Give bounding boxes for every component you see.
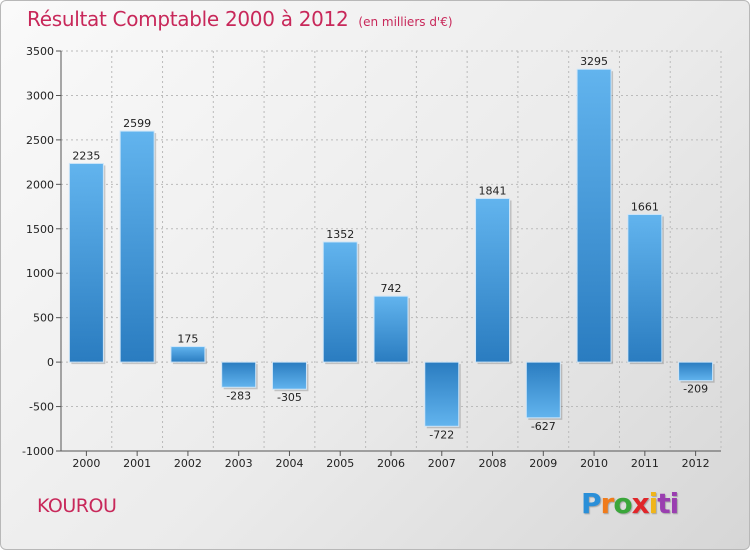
x-tick-label-2003: 2003 <box>225 457 253 470</box>
x-tick-label-2002: 2002 <box>174 457 202 470</box>
data-label-2010: 3295 <box>580 55 608 68</box>
x-tick-label-2001: 2001 <box>123 457 151 470</box>
bar-2011 <box>627 213 663 363</box>
y-tick-label: 3000 <box>26 89 54 102</box>
x-tick-label-2011: 2011 <box>631 457 659 470</box>
data-label-2003: -283 <box>226 389 251 402</box>
y-tick-label: 500 <box>33 312 54 325</box>
data-label-2008: 1841 <box>479 184 507 197</box>
bar-2009 <box>525 361 561 419</box>
bar-2008 <box>475 197 511 363</box>
chart-unit: (en milliers d'€) <box>358 15 453 29</box>
data-label-2001: 2599 <box>123 117 151 130</box>
chart-title: Résultat Comptable 2000 à 2012 (en millie… <box>27 7 453 31</box>
bar-2002 <box>170 346 206 363</box>
bar-2001 <box>119 130 155 363</box>
x-tick-label-2004: 2004 <box>275 457 303 470</box>
data-label-2006: 742 <box>381 282 402 295</box>
data-label-2002: 175 <box>177 333 198 346</box>
y-tick-label: 2500 <box>26 134 54 147</box>
y-tick-label: -1000 <box>22 445 54 458</box>
data-label-2012: -209 <box>683 383 708 396</box>
bar-2010 <box>576 68 612 363</box>
x-tick-label-2006: 2006 <box>377 457 405 470</box>
data-label-2005: 1352 <box>326 228 354 241</box>
location-label: KOUROU <box>37 495 117 517</box>
data-label-2009: -627 <box>531 420 556 433</box>
data-label-2011: 1661 <box>631 200 659 213</box>
x-tick-label-2009: 2009 <box>529 457 557 470</box>
bar-2012 <box>678 361 714 382</box>
axes: 3500 3000 2500 2000 1500 1000 500 0 -500 -1000 200… <box>22 45 721 470</box>
bar-2003 <box>221 361 257 388</box>
x-tick-label-2008: 2008 <box>479 457 507 470</box>
bar-2007 <box>424 361 460 427</box>
x-tick-label-2005: 2005 <box>326 457 354 470</box>
y-tick-label: 1500 <box>26 223 54 236</box>
x-tick-label-2012: 2012 <box>682 457 710 470</box>
bar-2006 <box>373 295 409 363</box>
chart-title-text: Résultat Comptable 2000 à 2012 <box>27 7 349 31</box>
bar-2005 <box>322 241 358 363</box>
y-tick-label: -500 <box>29 401 54 414</box>
x-tick-label-2007: 2007 <box>428 457 456 470</box>
x-tick-label-2000: 2000 <box>72 457 100 470</box>
proxiti-logo: Proxiti <box>581 487 679 520</box>
data-label-2007: -722 <box>429 428 454 441</box>
x-tick-label-2010: 2010 <box>580 457 608 470</box>
bar-2004 <box>271 361 307 390</box>
y-tick-label: 3500 <box>26 45 54 58</box>
y-tick-label: 2000 <box>26 178 54 191</box>
y-tick-label: 0 <box>47 356 54 369</box>
data-labels: 2235 2599 175 -283 -305 1352 742 -722 1841 -627 32… <box>72 55 708 441</box>
bars <box>68 68 715 429</box>
data-label-2000: 2235 <box>72 149 100 162</box>
y-tick-label: 1000 <box>26 267 54 280</box>
grid-lines <box>60 50 722 452</box>
data-label-2004: -305 <box>277 391 302 404</box>
bar-2000 <box>68 162 104 363</box>
